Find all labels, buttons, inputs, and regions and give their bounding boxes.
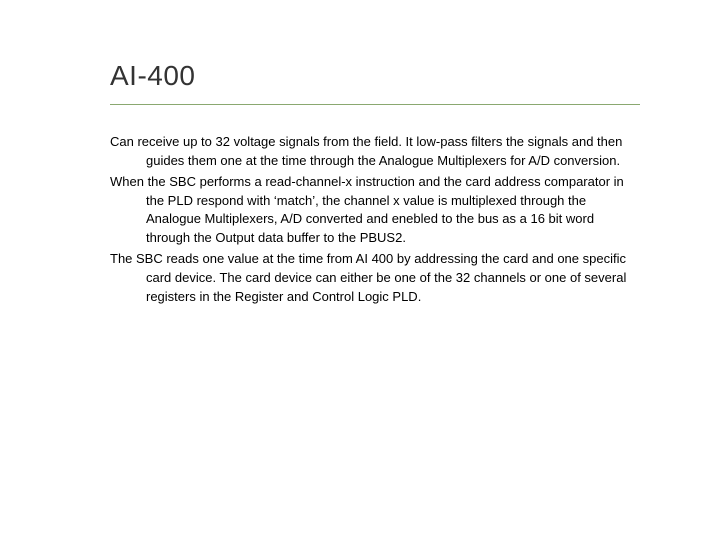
slide-container: AI-400 Can receive up to 32 voltage sign… bbox=[0, 0, 720, 540]
paragraph: The SBC reads one value at the time from… bbox=[110, 250, 640, 307]
slide-body: Can receive up to 32 voltage signals fro… bbox=[110, 133, 640, 307]
title-divider bbox=[110, 104, 640, 105]
slide-title: AI-400 bbox=[110, 60, 640, 92]
paragraph: When the SBC performs a read-channel-x i… bbox=[110, 173, 640, 248]
paragraph: Can receive up to 32 voltage signals fro… bbox=[110, 133, 640, 171]
